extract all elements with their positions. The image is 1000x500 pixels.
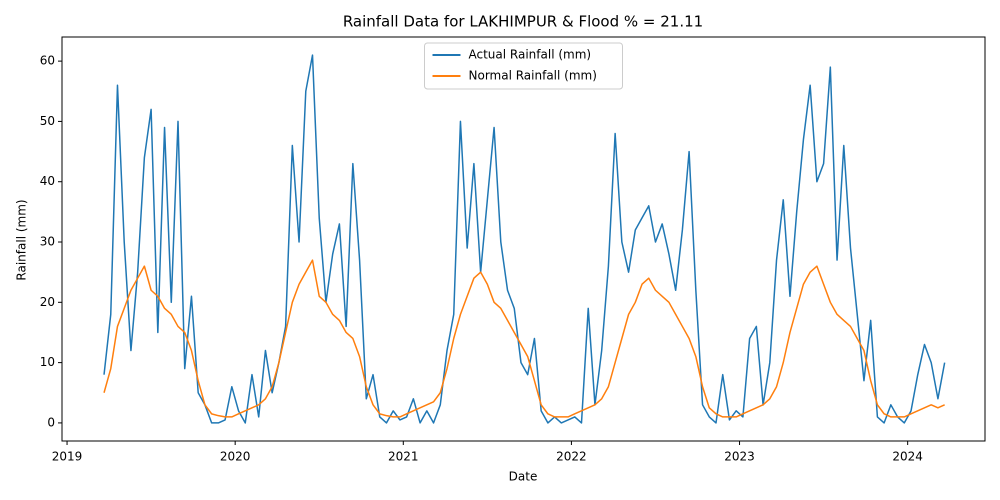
y-tick-label: 0	[47, 415, 55, 429]
legend-label: Normal Rainfall (mm)	[469, 69, 597, 83]
y-axis-label: Rainfall (mm)	[15, 199, 29, 280]
chart-title: Rainfall Data for LAKHIMPUR & Flood % = …	[343, 13, 703, 31]
y-tick-label: 40	[40, 174, 55, 188]
y-tick-label: 30	[40, 235, 55, 249]
y-tick-label: 10	[40, 355, 55, 369]
legend-label: Actual Rainfall (mm)	[469, 48, 592, 62]
x-tick-label: 2019	[52, 450, 83, 464]
y-tick-label: 60	[40, 54, 55, 68]
x-tick-label: 2023	[724, 450, 755, 464]
legend: Actual Rainfall (mm) Normal Rainfall (mm)	[424, 42, 623, 90]
x-tick-label: 2022	[556, 450, 587, 464]
x-axis-label: Date	[509, 470, 538, 484]
x-tick-label: 2021	[388, 450, 419, 464]
y-tick-label: 50	[40, 114, 55, 128]
x-tick-label: 2020	[220, 450, 251, 464]
plot-frame	[61, 36, 986, 442]
data-line	[103, 259, 945, 418]
data-line	[103, 54, 946, 424]
x-tick-label: 2024	[892, 450, 923, 464]
y-tick-label: 20	[40, 295, 55, 309]
legend-box	[424, 42, 623, 90]
